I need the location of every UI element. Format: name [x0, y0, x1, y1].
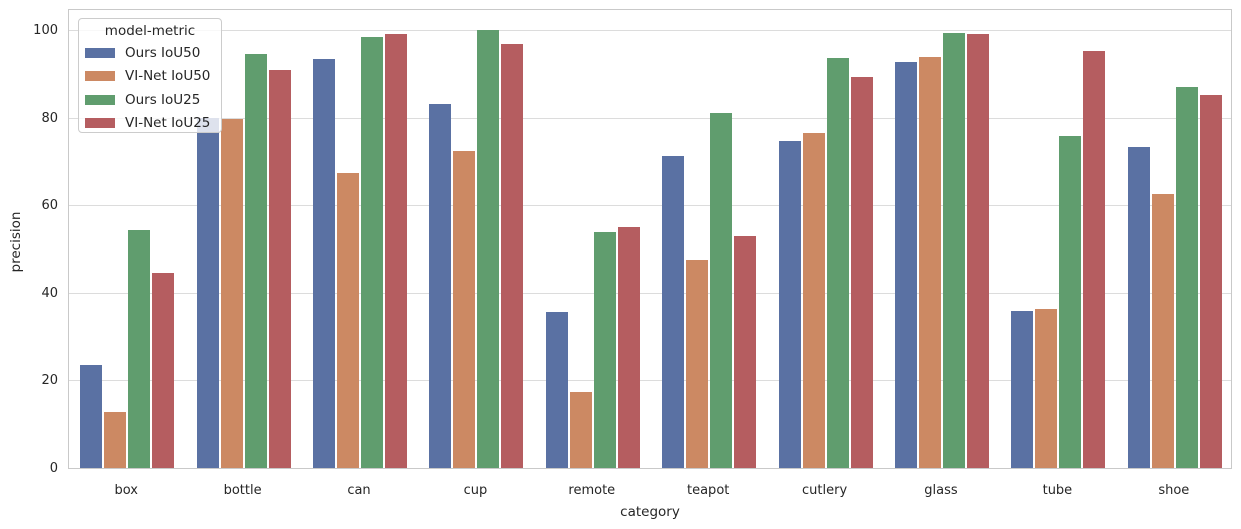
bar-group-shoe	[1127, 10, 1222, 468]
bar-group-bottle	[196, 10, 291, 468]
y-tick-label: 60	[41, 198, 58, 214]
bar-box-vi-net-iou50	[104, 412, 127, 468]
legend-label: VI-Net IoU50	[125, 68, 211, 85]
x-tick-label-glass: glass	[924, 483, 958, 498]
x-tick-label-bottle: bottle	[223, 483, 262, 498]
bar-cup-vi-net-iou25	[501, 43, 524, 468]
bar-teapot-ours-iou50	[662, 156, 685, 468]
y-axis-label-text: precision	[8, 211, 24, 273]
x-axis-label: category	[620, 504, 680, 520]
bar-group-tube	[1011, 10, 1106, 468]
bar-bottle-vi-net-iou50	[220, 118, 243, 468]
bar-shoe-ours-iou25	[1175, 86, 1198, 468]
y-tick-label: 20	[41, 373, 58, 389]
bar-bottle-ours-iou25	[244, 54, 267, 468]
x-tick-label-cutlery: cutlery	[802, 483, 848, 498]
bar-box-vi-net-iou25	[152, 272, 175, 468]
bar-glass-vi-net-iou25	[967, 33, 989, 468]
bar-tube-vi-net-iou50	[1035, 308, 1058, 468]
gridline	[69, 380, 1231, 382]
legend-label: Ours IoU25	[125, 91, 201, 108]
bar-glass-vi-net-iou50	[919, 57, 941, 468]
bar-teapot-vi-net-iou25	[734, 236, 757, 468]
bar-shoe-ours-iou50	[1127, 146, 1150, 468]
bar-shoe-vi-net-iou25	[1199, 94, 1222, 468]
bar-group-box	[80, 10, 175, 468]
bar-can-ours-iou25	[361, 37, 383, 468]
x-tick-label-can: can	[347, 483, 371, 498]
bar-tube-vi-net-iou25	[1083, 51, 1106, 468]
bar-cutlery-ours-iou50	[778, 141, 801, 468]
bar-group-glass	[895, 10, 989, 468]
x-tick-label-shoe: shoe	[1158, 483, 1190, 498]
bar-group-cutlery	[778, 10, 873, 468]
legend: model-metric Ours IoU50 VI-Net IoU50 Our…	[78, 18, 222, 133]
x-tick-label-teapot: teapot	[687, 483, 730, 498]
bar-tube-ours-iou25	[1059, 136, 1082, 468]
gridline	[69, 292, 1231, 294]
bar-can-ours-iou50	[313, 58, 335, 468]
y-tick-label: 40	[41, 285, 58, 301]
gridline	[69, 205, 1231, 207]
gridline	[69, 117, 1231, 119]
legend-title: model-metric	[104, 23, 196, 39]
legend-swatch-vinet-iou25	[85, 118, 115, 129]
legend-swatch-vinet-iou50	[85, 71, 115, 82]
bar-bottle-ours-iou50	[196, 118, 219, 468]
legend-label: Ours IoU50	[125, 44, 201, 61]
legend-swatch-ours-iou50	[85, 47, 115, 58]
legend-entry: Ours IoU50	[85, 41, 215, 65]
bar-group-can	[313, 10, 407, 468]
legend-label: VI-Net IoU25	[125, 115, 211, 132]
gridline	[69, 30, 1231, 31]
legend-swatch-ours-iou25	[85, 94, 115, 105]
bar-bottle-vi-net-iou25	[268, 70, 291, 468]
bar-cup-ours-iou25	[477, 30, 500, 468]
bar-group-cup	[429, 10, 524, 468]
x-tick-label-remote: remote	[568, 483, 616, 498]
bar-box-ours-iou50	[80, 365, 103, 468]
bar-cutlery-ours-iou25	[826, 58, 849, 468]
bar-teapot-ours-iou25	[710, 112, 733, 468]
bar-can-vi-net-iou25	[385, 34, 407, 468]
bar-cup-ours-iou50	[429, 104, 452, 468]
x-tick-label-cup: cup	[463, 483, 488, 498]
bar-shoe-vi-net-iou50	[1151, 193, 1174, 468]
bar-cutlery-vi-net-iou25	[850, 76, 873, 468]
plot-area	[68, 9, 1232, 469]
y-tick-label: 80	[41, 110, 58, 126]
bar-teapot-vi-net-iou50	[686, 260, 709, 468]
bar-remote-ours-iou50	[545, 312, 568, 468]
bar-remote-vi-net-iou50	[569, 392, 592, 468]
bar-group-teapot	[662, 10, 757, 468]
bar-glass-ours-iou25	[943, 32, 965, 468]
y-tick-label: 100	[33, 23, 58, 38]
bar-can-vi-net-iou50	[337, 173, 359, 468]
bar-cup-vi-net-iou50	[453, 150, 476, 468]
legend-entry: VI-Net IoU25	[85, 112, 215, 136]
legend-entry: VI-Net IoU50	[85, 65, 215, 89]
bar-glass-ours-iou50	[895, 61, 917, 468]
legend-entry: Ours IoU25	[85, 88, 215, 112]
bar-group-remote	[545, 10, 640, 468]
bar-box-ours-iou25	[128, 229, 151, 468]
bar-remote-vi-net-iou25	[617, 226, 640, 468]
x-tick-label-box: box	[114, 483, 138, 498]
bar-cutlery-vi-net-iou50	[802, 132, 825, 468]
bar-remote-ours-iou25	[593, 232, 616, 468]
bar-tube-ours-iou50	[1011, 310, 1034, 468]
y-tick-label: 0	[49, 461, 58, 476]
x-tick-label-tube: tube	[1042, 483, 1073, 498]
